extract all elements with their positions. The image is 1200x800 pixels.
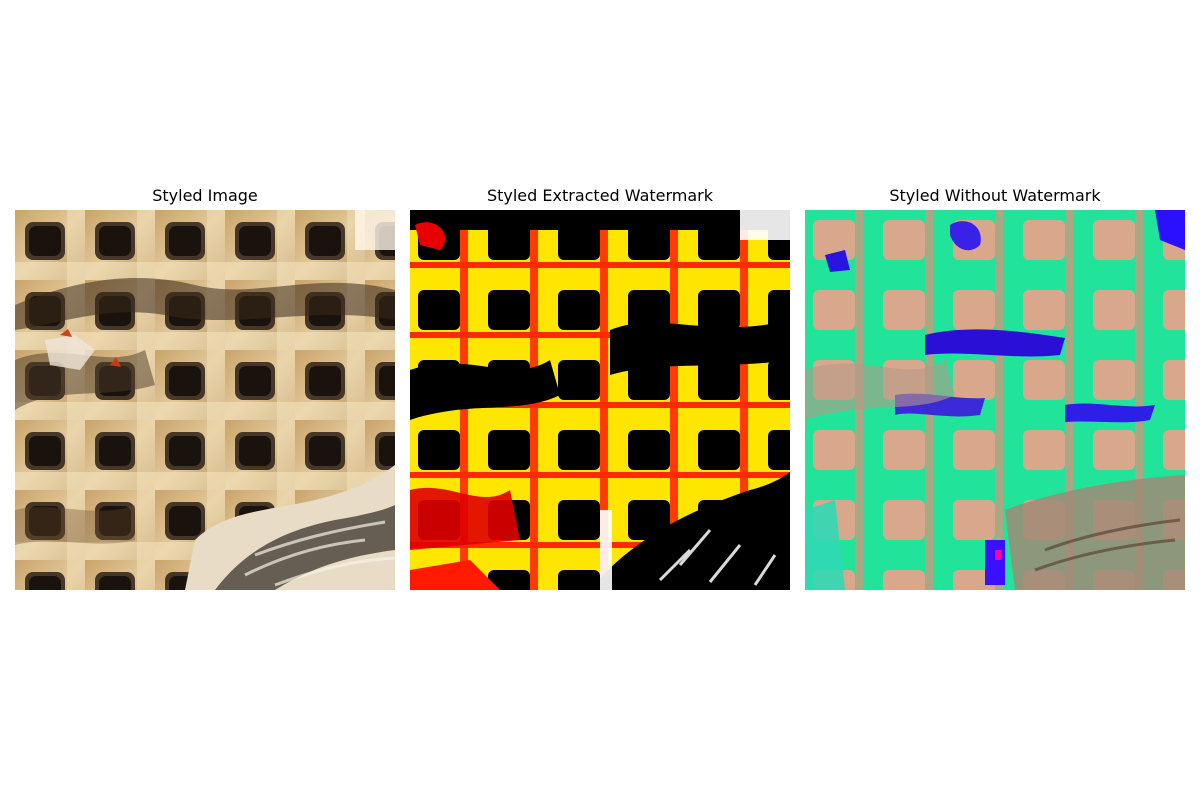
panel-styled-without-watermark: Styled Without Watermark (805, 183, 1185, 590)
panel-title: Styled Image (152, 186, 258, 205)
panel-styled-extracted-watermark: Styled Extracted Watermark (410, 183, 790, 590)
panel-title: Styled Extracted Watermark (486, 186, 714, 205)
styled-image (15, 210, 395, 590)
styled-without-watermark-image (805, 210, 1185, 590)
panel-title: Styled Without Watermark (889, 186, 1101, 205)
styled-extracted-watermark-image (410, 210, 790, 590)
panel-styled-image: Styled Image (15, 183, 395, 590)
